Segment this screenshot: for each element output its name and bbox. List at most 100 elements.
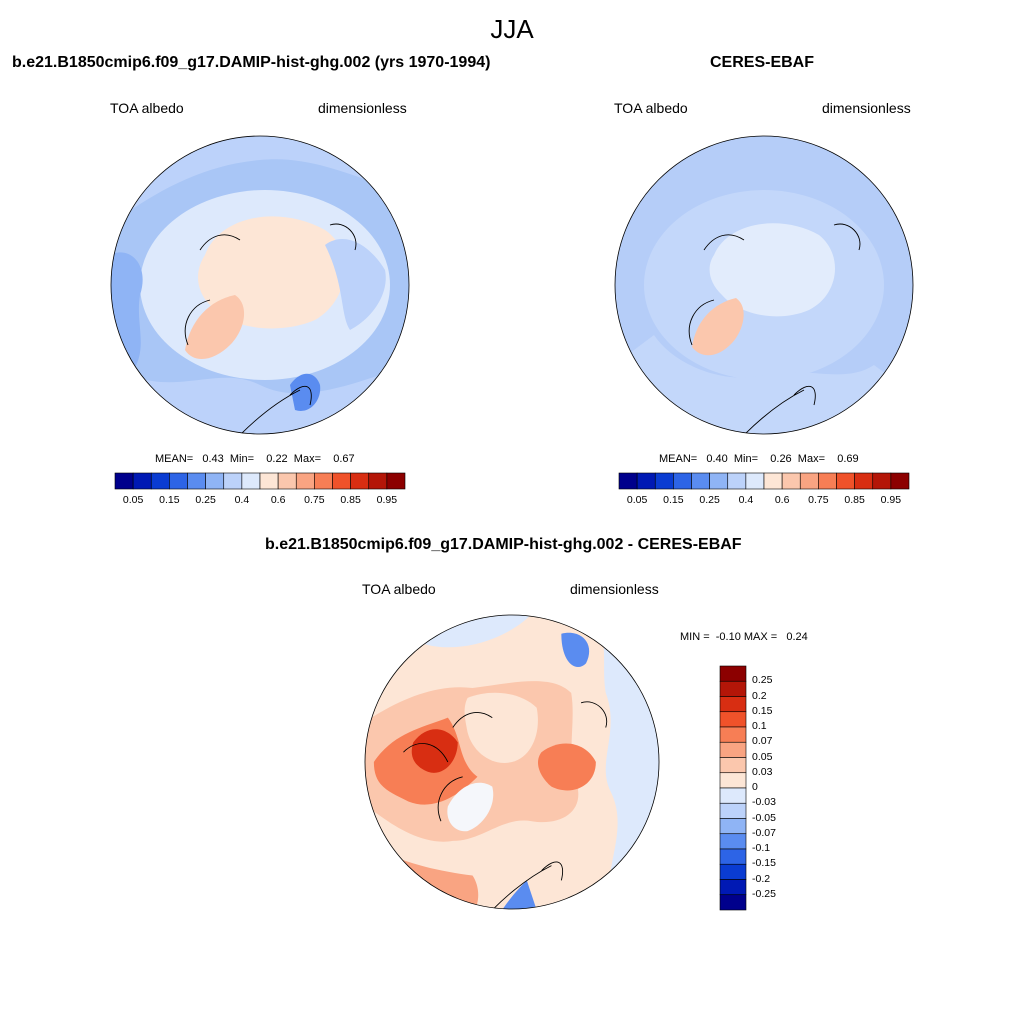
colorbar-swatch <box>205 472 225 490</box>
colorbar-swatch <box>719 818 747 835</box>
model-variable-label: TOA albedo <box>110 100 184 116</box>
map-low-albedo-patch <box>290 373 321 411</box>
colorbar-swatch <box>295 472 315 490</box>
colorbar-swatch <box>719 802 747 819</box>
colorbar-swatch <box>719 894 747 911</box>
colorbar-tick-label: -0.15 <box>752 857 776 870</box>
colorbar-swatch <box>277 472 297 490</box>
map-greenland <box>692 298 744 356</box>
colorbar-swatch <box>636 472 656 490</box>
model-units-label: dimensionless <box>318 100 407 116</box>
map-greenland <box>447 782 494 832</box>
map-east-patch <box>325 239 386 330</box>
colorbar-swatch <box>691 472 710 490</box>
season-title: JJA <box>490 14 534 44</box>
colorbar-swatch <box>719 772 747 789</box>
obs-units-label: dimensionless <box>822 100 911 116</box>
map-arctic-high-albedo <box>709 223 836 317</box>
diff-polar-map <box>364 614 660 910</box>
colorbar-tick-label: 0.4 <box>234 494 250 506</box>
colorbar-swatch <box>241 472 261 490</box>
colorbar-tick-label: 0.75 <box>304 494 325 506</box>
colorbar-tick-label: 0.1 <box>752 720 767 732</box>
model-stats-text: MEAN= 0.43 Min= 0.22 Max= 0.67 <box>155 453 355 465</box>
colorbar-tick-label: 0.25 <box>699 494 720 506</box>
colorbar-swatch <box>719 848 747 865</box>
map-boundary <box>614 135 914 435</box>
colorbar-tick-label: 0.03 <box>752 765 773 778</box>
colorbar-tick-label: 0.07 <box>752 735 773 748</box>
colorbar-tick-label: 0.05 <box>122 494 144 506</box>
map-boundary <box>364 614 660 910</box>
colorbar-tick-label: -0.07 <box>752 826 776 839</box>
colorbar-tick-label: 0.15 <box>663 494 684 506</box>
colorbar-swatch <box>132 472 152 490</box>
diff-minmax-text: MIN = -0.10 MAX = 0.24 <box>680 631 808 643</box>
colorbar-tick-label: 0.85 <box>340 494 361 506</box>
map-west-patch <box>111 252 143 375</box>
colorbar-swatch <box>719 879 747 896</box>
map-boundary <box>110 135 410 435</box>
colorbar-tick-label: 0.15 <box>159 494 180 506</box>
map-greenland <box>185 295 245 360</box>
colorbar-swatch <box>818 472 837 490</box>
map-positive-siberia <box>538 743 596 791</box>
colorbar-tick-label: 0.2 <box>752 689 767 702</box>
colorbar-tick-label: -0.1 <box>752 842 771 854</box>
colorbar-tick-label: 0.6 <box>270 494 286 506</box>
colorbar-tick-label: 0.6 <box>774 494 790 506</box>
colorbar-tick-label: 0.75 <box>808 494 829 506</box>
colorbar-tick-label: 0.85 <box>844 494 865 506</box>
colorbar-swatch <box>719 863 747 880</box>
colorbar-swatch <box>350 472 370 490</box>
map-negative-patch <box>561 632 590 668</box>
colorbar-tick-label: 0.25 <box>752 674 773 687</box>
diff-variable-label: TOA albedo <box>362 581 436 597</box>
colorbar-swatch <box>719 665 747 682</box>
colorbar-swatch <box>709 472 729 490</box>
colorbar-swatch <box>386 472 406 490</box>
colorbar-swatch <box>314 472 333 490</box>
colorbar-swatch <box>719 787 747 804</box>
colorbar-tick-label: 0.05 <box>752 750 773 763</box>
diff-panel-title: b.e21.B1850cmip6.f09_g17.DAMIP-hist-ghg.… <box>265 536 742 553</box>
colorbar-swatch <box>719 680 747 697</box>
colorbar-swatch <box>169 472 188 490</box>
colorbar-swatch <box>150 472 170 490</box>
colorbar-tick-label: -0.05 <box>752 811 776 824</box>
colorbar-swatch <box>890 472 910 490</box>
colorbar-swatch <box>854 472 874 490</box>
map-midlat-band <box>111 136 409 225</box>
colorbar-swatch <box>114 472 134 490</box>
colorbar-swatch <box>719 696 747 713</box>
colorbar-swatch <box>719 711 747 728</box>
colorbar-tick-label: 0.4 <box>738 494 754 506</box>
colorbar-tick-label: 0.25 <box>195 494 216 506</box>
colorbar-tick-label: 0 <box>752 781 758 793</box>
model-panel-title: b.e21.B1850cmip6.f09_g17.DAMIP-hist-ghg.… <box>12 54 491 71</box>
map-arctic-ocean <box>464 692 538 763</box>
colorbar-swatch <box>654 472 674 490</box>
colorbar-tick-label: -0.2 <box>752 872 771 885</box>
obs-panel-title: CERES-EBAF <box>710 54 815 71</box>
colorbar-swatch <box>673 472 692 490</box>
colorbar-swatch <box>781 472 801 490</box>
colorbar-swatch <box>187 472 206 490</box>
obs-stats-text: MEAN= 0.40 Min= 0.26 Max= 0.69 <box>659 453 859 465</box>
colorbar-swatch <box>719 757 747 774</box>
diff-units-label: dimensionless <box>570 581 659 597</box>
colorbar-tick-label: -0.25 <box>752 887 776 900</box>
map-positive-core <box>411 729 458 773</box>
obs-polar-map <box>614 135 914 435</box>
colorbar-swatch <box>223 472 243 490</box>
map-south-band <box>615 335 913 434</box>
colorbar-swatch <box>368 472 388 490</box>
map-coastline <box>239 389 301 434</box>
map-coastline <box>403 701 608 910</box>
model-colorbar <box>114 472 406 490</box>
colorbar-swatch <box>259 472 279 490</box>
colorbar-swatch <box>836 472 855 490</box>
colorbar-tick-label: 0.95 <box>880 494 902 506</box>
colorbar-swatch <box>727 472 747 490</box>
colorbar-swatch <box>872 472 892 490</box>
